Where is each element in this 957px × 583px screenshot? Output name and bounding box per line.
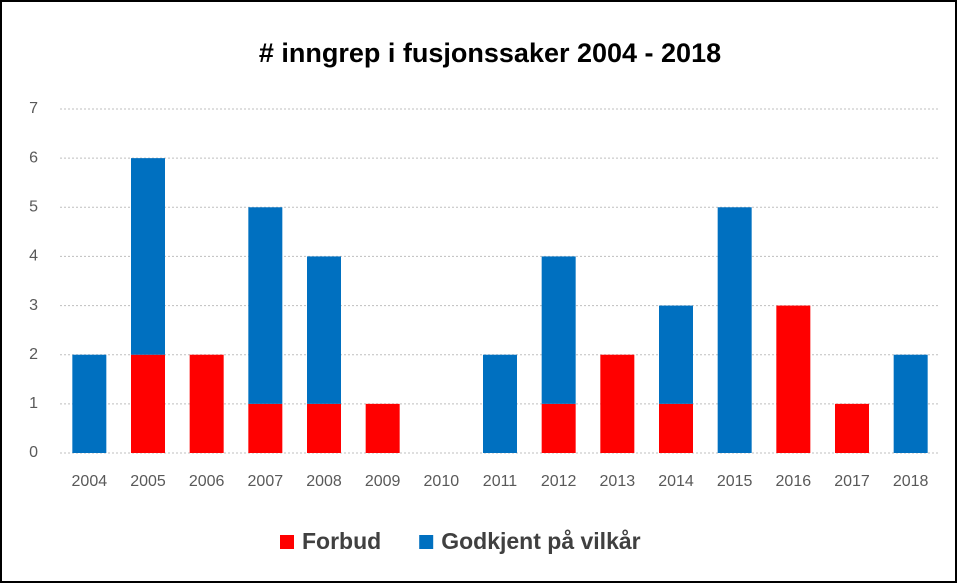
bar-segment xyxy=(248,403,283,453)
x-tick-label: 2011 xyxy=(483,473,518,490)
bar-segment xyxy=(307,403,341,453)
y-tick-label: 4 xyxy=(29,248,38,265)
x-tick-label: 2012 xyxy=(541,473,577,490)
x-tick-label: 2005 xyxy=(130,473,166,490)
bar-segment xyxy=(131,354,165,453)
y-tick-label: 2 xyxy=(29,346,38,363)
x-tick-label: 2008 xyxy=(306,473,342,490)
legend-label: Godkjent på vilkår xyxy=(441,528,640,554)
x-tick-label: 2010 xyxy=(424,473,460,490)
bar-segment xyxy=(776,305,811,453)
x-tick-label: 2006 xyxy=(189,473,225,490)
bar-segment xyxy=(835,403,869,453)
bar-segment xyxy=(893,354,928,453)
y-tick-label: 0 xyxy=(29,444,38,461)
x-tick-label: 2016 xyxy=(776,473,812,490)
y-tick-label: 3 xyxy=(29,297,38,314)
bar-segment xyxy=(483,354,517,453)
y-tick-label: 6 xyxy=(29,149,38,166)
y-tick-label: 7 xyxy=(29,100,38,117)
y-tick-label: 1 xyxy=(29,395,38,412)
chart-title: # inngrep i fusjonssaker 2004 - 2018 xyxy=(259,38,721,68)
bar-segment xyxy=(541,403,576,453)
legend-swatch xyxy=(280,535,294,549)
bar-segment xyxy=(248,207,283,404)
bar-segment xyxy=(365,403,400,453)
x-tick-label: 2017 xyxy=(834,473,870,490)
bar-segment xyxy=(189,354,224,453)
bar-segment xyxy=(541,256,576,404)
bar-segment xyxy=(600,354,635,453)
bar-segment xyxy=(659,403,693,453)
x-tick-label: 2014 xyxy=(658,473,694,490)
x-tick-label: 2018 xyxy=(893,473,929,490)
x-tick-label: 2007 xyxy=(248,473,284,490)
y-tick-label: 5 xyxy=(29,199,38,216)
x-tick-label: 2004 xyxy=(72,473,108,490)
legend-swatch xyxy=(419,535,434,549)
x-tick-label: 2009 xyxy=(365,473,401,490)
bar-segment xyxy=(72,354,107,453)
bar-segment xyxy=(717,207,752,453)
legend-label: Forbud xyxy=(302,528,381,554)
bar-segment xyxy=(307,256,341,404)
x-tick-label: 2013 xyxy=(600,473,636,490)
bar-segment xyxy=(131,158,165,355)
bar-segment xyxy=(659,305,693,404)
x-tick-label: 2015 xyxy=(717,473,753,490)
